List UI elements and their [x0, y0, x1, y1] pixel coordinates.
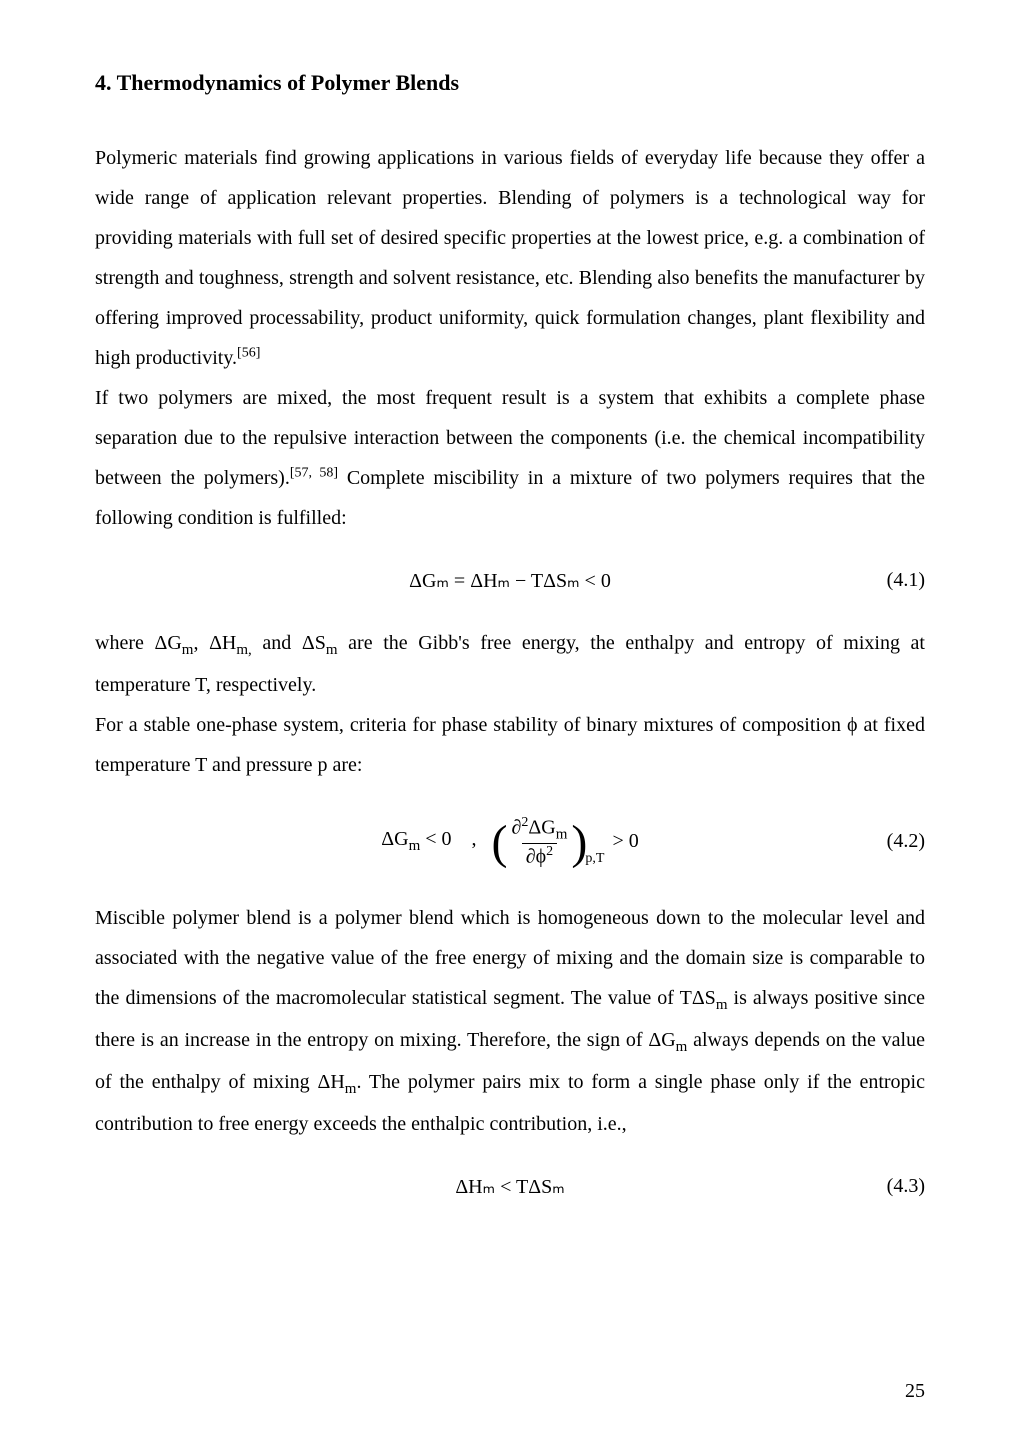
citation-57-58: [57, 58]: [290, 465, 338, 480]
equation-4-2-number: (4.2): [887, 830, 925, 853]
paragraph-3: where ΔGm, ΔHm, and ΔSm are the Gibb's f…: [95, 623, 925, 705]
equation-4-1-number: (4.1): [887, 569, 925, 592]
eq2-subscript-pt: p,T: [585, 851, 604, 867]
page-container: 4. Thermodynamics of Polymer Blends Poly…: [0, 0, 1020, 1443]
eq2-dg-sub: m: [409, 838, 421, 854]
paragraph-4: For a stable one-phase system, criteria …: [95, 705, 925, 785]
p3c: and ΔS: [252, 632, 326, 654]
paragraph-1-text: Polymeric materials find growing applica…: [95, 147, 925, 369]
eq2-denominator: ∂ϕ2: [522, 843, 557, 868]
equation-4-3-body: ΔHₘ < TΔSₘ: [455, 1174, 564, 1199]
p3-sub2: m,: [236, 642, 251, 658]
p3-sub3: m: [326, 642, 338, 658]
paragraph-1: Polymeric materials find growing applica…: [95, 138, 925, 378]
p5-sub3: m: [345, 1081, 357, 1097]
eq2-num-dg: ΔG: [528, 817, 555, 839]
eq2-lparen: (: [492, 819, 508, 867]
page-number: 25: [905, 1380, 925, 1403]
eq2-left: ΔGm < 0 ,: [381, 828, 491, 855]
equation-4-3: ΔHₘ < TΔSₘ (4.3): [95, 1174, 925, 1199]
p3a: where ΔG: [95, 632, 182, 654]
citation-56: [56]: [237, 345, 260, 360]
equation-4-2: ΔGm < 0 , ( ∂2ΔGm ∂ϕ2 ) p,T > 0 (4.2): [95, 815, 925, 868]
p5-sub2: m: [676, 1039, 688, 1055]
p5-sub1: m: [716, 997, 728, 1013]
eq2-num-d: ∂: [512, 817, 522, 839]
p3-sub1: m: [182, 642, 194, 658]
eq2-dg: ΔG: [381, 828, 408, 850]
paragraph-2: If two polymers are mixed, the most freq…: [95, 378, 925, 538]
p3b: , ΔH: [193, 632, 236, 654]
equation-4-1-body: ΔGₘ = ΔHₘ − TΔSₘ < 0: [409, 568, 611, 593]
section-title: 4. Thermodynamics of Polymer Blends: [95, 70, 925, 96]
eq2-lt0: < 0 ,: [420, 828, 491, 850]
eq2-den-dphi: ∂ϕ: [526, 846, 546, 868]
eq2-fraction: ∂2ΔGm ∂ϕ2: [508, 815, 572, 868]
paragraph-5: Miscible polymer blend is a polymer blen…: [95, 898, 925, 1144]
eq2-den-sup: 2: [546, 844, 553, 859]
eq2-gt0: > 0: [612, 830, 638, 853]
equation-4-1: ΔGₘ = ΔHₘ − TΔSₘ < 0 (4.1): [95, 568, 925, 593]
equation-4-3-number: (4.3): [887, 1175, 925, 1198]
eq2-num-sub: m: [556, 827, 568, 843]
eq2-numerator: ∂2ΔGm: [508, 815, 572, 843]
